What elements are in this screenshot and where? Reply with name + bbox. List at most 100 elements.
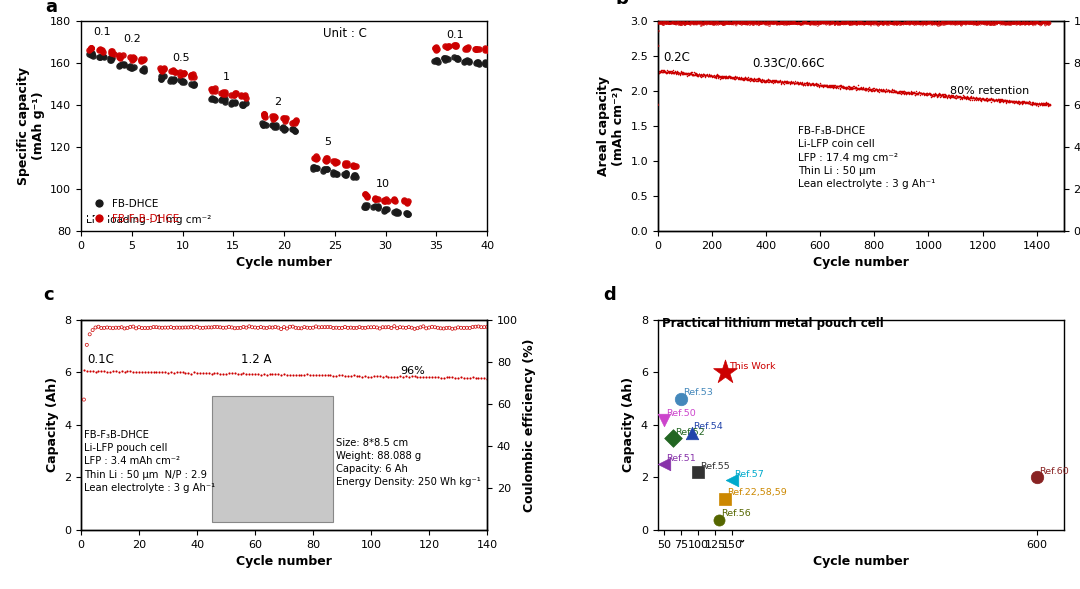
Point [689, 17, 706, 27]
Point [688, 71, 705, 80]
Point [854, 84, 872, 93]
Point [843, 18, 861, 27]
Point [1013, 98, 1030, 107]
Point [891, 87, 908, 96]
Point [879, 86, 896, 95]
Point [978, 96, 996, 105]
Point [848, 84, 865, 94]
Point [895, 87, 913, 96]
Point [921, 89, 939, 98]
Point [1011, 97, 1028, 107]
Point [960, 93, 977, 102]
Point [769, 18, 786, 27]
Point [906, 88, 923, 98]
Text: 80% retention: 80% retention [950, 87, 1029, 96]
Point [653, 18, 671, 28]
Point [94, 45, 111, 55]
Point [345, 161, 362, 171]
Point [840, 19, 858, 29]
Point [757, 18, 774, 28]
Point [905, 18, 922, 28]
Point [273, 123, 291, 133]
Point [847, 83, 864, 92]
Point [1032, 101, 1050, 110]
Point [168, 323, 186, 332]
Point [339, 323, 356, 333]
Point [960, 94, 977, 104]
Point [715, 19, 732, 29]
Point [661, 19, 678, 28]
Point [946, 93, 963, 102]
Point [1001, 18, 1018, 28]
Point [1015, 18, 1032, 28]
Point [778, 77, 795, 87]
Point [788, 18, 806, 28]
Point [953, 18, 970, 28]
Point [929, 19, 946, 28]
Point [672, 69, 689, 78]
Point [973, 18, 990, 28]
Point [688, 18, 705, 28]
Point [807, 79, 824, 88]
Point [874, 18, 891, 28]
Point [400, 196, 417, 206]
Point [1008, 19, 1025, 29]
Point [991, 97, 1009, 106]
Point [83, 48, 100, 58]
Point [864, 18, 881, 27]
Point [677, 18, 694, 28]
Point [771, 19, 788, 29]
Point [908, 90, 926, 99]
Point [680, 19, 698, 28]
Point [107, 366, 124, 376]
Point [867, 18, 885, 27]
Point [900, 87, 917, 97]
Point [836, 82, 853, 92]
Point [183, 369, 200, 379]
Point [789, 19, 807, 29]
Point [435, 373, 453, 382]
Point [792, 78, 809, 88]
Point [1039, 101, 1056, 110]
Point [429, 323, 446, 332]
Point [274, 122, 292, 131]
Point [875, 87, 892, 96]
Point [912, 19, 929, 28]
Point [998, 97, 1015, 107]
Point [923, 91, 941, 100]
Point [742, 18, 759, 27]
Point [903, 18, 920, 28]
Point [119, 367, 136, 376]
Point [745, 74, 762, 83]
Point [900, 88, 917, 98]
Point [1014, 18, 1031, 28]
Point [174, 69, 191, 78]
Point [771, 76, 788, 85]
Point [110, 367, 127, 376]
Point [653, 67, 671, 77]
Point [698, 70, 715, 80]
Point [761, 76, 779, 85]
Point [789, 80, 807, 89]
Point [939, 92, 956, 102]
Point [1007, 97, 1024, 107]
Point [656, 66, 673, 75]
Point [750, 76, 767, 85]
Point [887, 87, 904, 97]
Point [809, 80, 826, 90]
Point [858, 19, 875, 28]
Point [787, 78, 805, 88]
Point [654, 67, 672, 76]
Point [913, 19, 930, 28]
Point [116, 367, 133, 376]
Point [998, 19, 1015, 29]
Point [679, 19, 697, 28]
Point [883, 85, 901, 94]
Point [1009, 18, 1026, 28]
Point [999, 18, 1016, 28]
Point [932, 91, 949, 101]
X-axis label: Cycle number: Cycle number [237, 256, 332, 269]
Point [93, 45, 110, 54]
Point [713, 71, 730, 80]
Point [324, 167, 341, 176]
